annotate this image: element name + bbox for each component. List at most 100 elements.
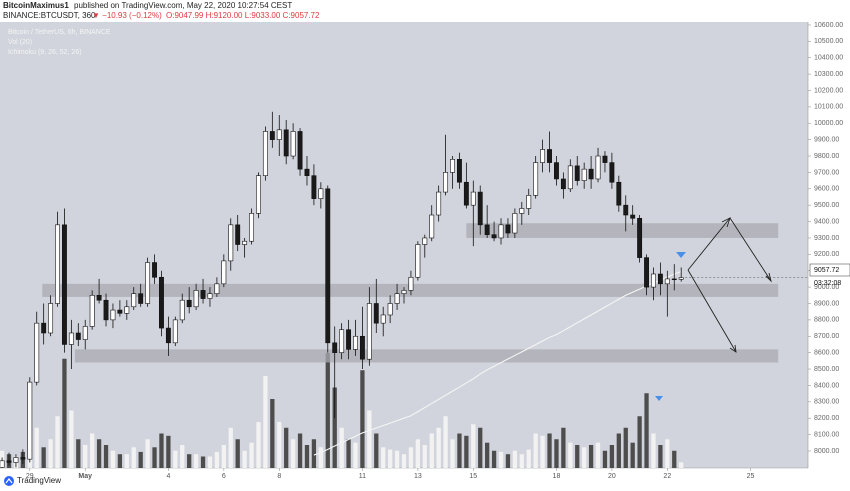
candle-body: [519, 208, 525, 214]
candle-body: [470, 191, 476, 206]
candle-body: [498, 224, 504, 239]
candle-body: [193, 290, 199, 308]
candle-body: [533, 162, 539, 196]
volume-bar: [623, 427, 628, 468]
candle-body: [644, 257, 649, 288]
candle-body: [401, 290, 407, 294]
candle-body: [318, 188, 324, 199]
volume-bar: [83, 445, 88, 468]
volume-bar: [540, 435, 545, 468]
volume-bar: [242, 450, 247, 468]
candle-body: [567, 165, 573, 190]
candle-body: [242, 240, 248, 245]
candle-body: [380, 314, 386, 324]
volume-bar: [76, 439, 81, 468]
countdown: 03:32:08: [814, 280, 841, 287]
candle-body: [581, 168, 587, 181]
x-tick-label: 6: [222, 473, 226, 480]
volume-bar: [464, 435, 469, 468]
candle-body: [75, 332, 81, 340]
volume-bar: [55, 416, 60, 468]
volume-bar: [318, 447, 323, 468]
volume-bar: [651, 433, 656, 468]
candle-body: [664, 278, 670, 285]
volume-bar: [505, 454, 511, 468]
candle-body: [588, 168, 594, 180]
footer-logo: [4, 476, 14, 486]
candle-body: [560, 178, 566, 190]
volume-bar: [263, 376, 268, 468]
candle-body: [609, 162, 615, 183]
plot-area: [0, 111, 808, 468]
volume-bar: [249, 442, 254, 468]
candle-body: [616, 181, 622, 206]
ohlc-readout: O:9047.99 H:9120.00 L:9033.00 C:9057.72: [166, 11, 320, 20]
y-tick-label: 10300.00: [814, 71, 843, 78]
volume-bar: [568, 442, 573, 468]
y-tick-label: 10600.00: [814, 22, 843, 29]
y-tick-label: 9000.00: [814, 284, 839, 291]
volume-bar: [228, 427, 233, 468]
candle-body: [422, 237, 428, 245]
y-tick-label: 8200.00: [814, 415, 839, 422]
candle-body: [415, 244, 421, 278]
x-tick-label: 29: [26, 473, 34, 480]
volume-bar: [443, 416, 448, 468]
volume-bar: [658, 445, 663, 468]
volume-bar: [159, 433, 164, 468]
volume-bar: [519, 454, 524, 468]
volume-bar: [575, 445, 580, 468]
x-tick-label: May: [78, 473, 92, 480]
volume-bar: [187, 454, 192, 468]
candle-body: [297, 131, 303, 170]
volume-bar: [512, 450, 518, 468]
candle-body: [13, 457, 19, 463]
volume-bar: [48, 439, 53, 468]
y-tick-label: 8100.00: [814, 431, 839, 438]
candle-body: [124, 306, 130, 314]
y-tick-label: 9900.00: [814, 136, 839, 143]
candle-body: [0, 460, 5, 468]
volume-bar: [471, 424, 476, 468]
volume-bar: [297, 433, 303, 468]
volume-bar: [561, 427, 566, 468]
brand: TradingView: [17, 476, 61, 485]
x-tick-label: 4: [166, 473, 170, 480]
candle-body: [505, 224, 511, 234]
candle-body: [235, 224, 241, 245]
published: published on TradingView.com, May 22, 20…: [74, 1, 292, 10]
candle-body: [339, 329, 345, 353]
x-tick-label: 8: [277, 473, 281, 480]
candle-body: [68, 332, 74, 345]
volume-bar: [311, 439, 317, 468]
volume-bar: [533, 433, 538, 468]
volume-bar: [353, 442, 358, 468]
y-tick-label: 10100.00: [814, 104, 843, 111]
volume-bar: [62, 358, 67, 468]
zone: [466, 223, 779, 238]
y-tick-label: 8300.00: [814, 399, 839, 406]
y-tick-label: 8600.00: [814, 349, 839, 356]
y-tick-label: 10000.00: [814, 120, 843, 127]
x-tick-label: 11: [359, 473, 366, 480]
symbol: BINANCE:BTCUSDT, 360: [3, 11, 96, 20]
volume-bar: [69, 410, 74, 468]
volume-bar: [103, 445, 109, 468]
candle-body: [228, 224, 234, 262]
x-tick-label: 25: [747, 473, 755, 480]
volume-bar: [180, 445, 185, 468]
candle-body: [34, 322, 40, 383]
candle-body: [651, 273, 656, 288]
volume-bar: [41, 447, 46, 468]
candle-body: [484, 224, 490, 235]
volume-bar: [394, 450, 400, 468]
volume-bar: [485, 442, 490, 468]
change: ▼ −10.93 (−0.12%): [92, 11, 162, 20]
volume-bar: [332, 387, 337, 468]
candle-body: [283, 129, 289, 157]
candle-body: [186, 299, 192, 308]
y-tick-label: 9800.00: [814, 153, 839, 160]
volume-bar: [478, 427, 483, 468]
logo-mark: [5, 478, 13, 484]
